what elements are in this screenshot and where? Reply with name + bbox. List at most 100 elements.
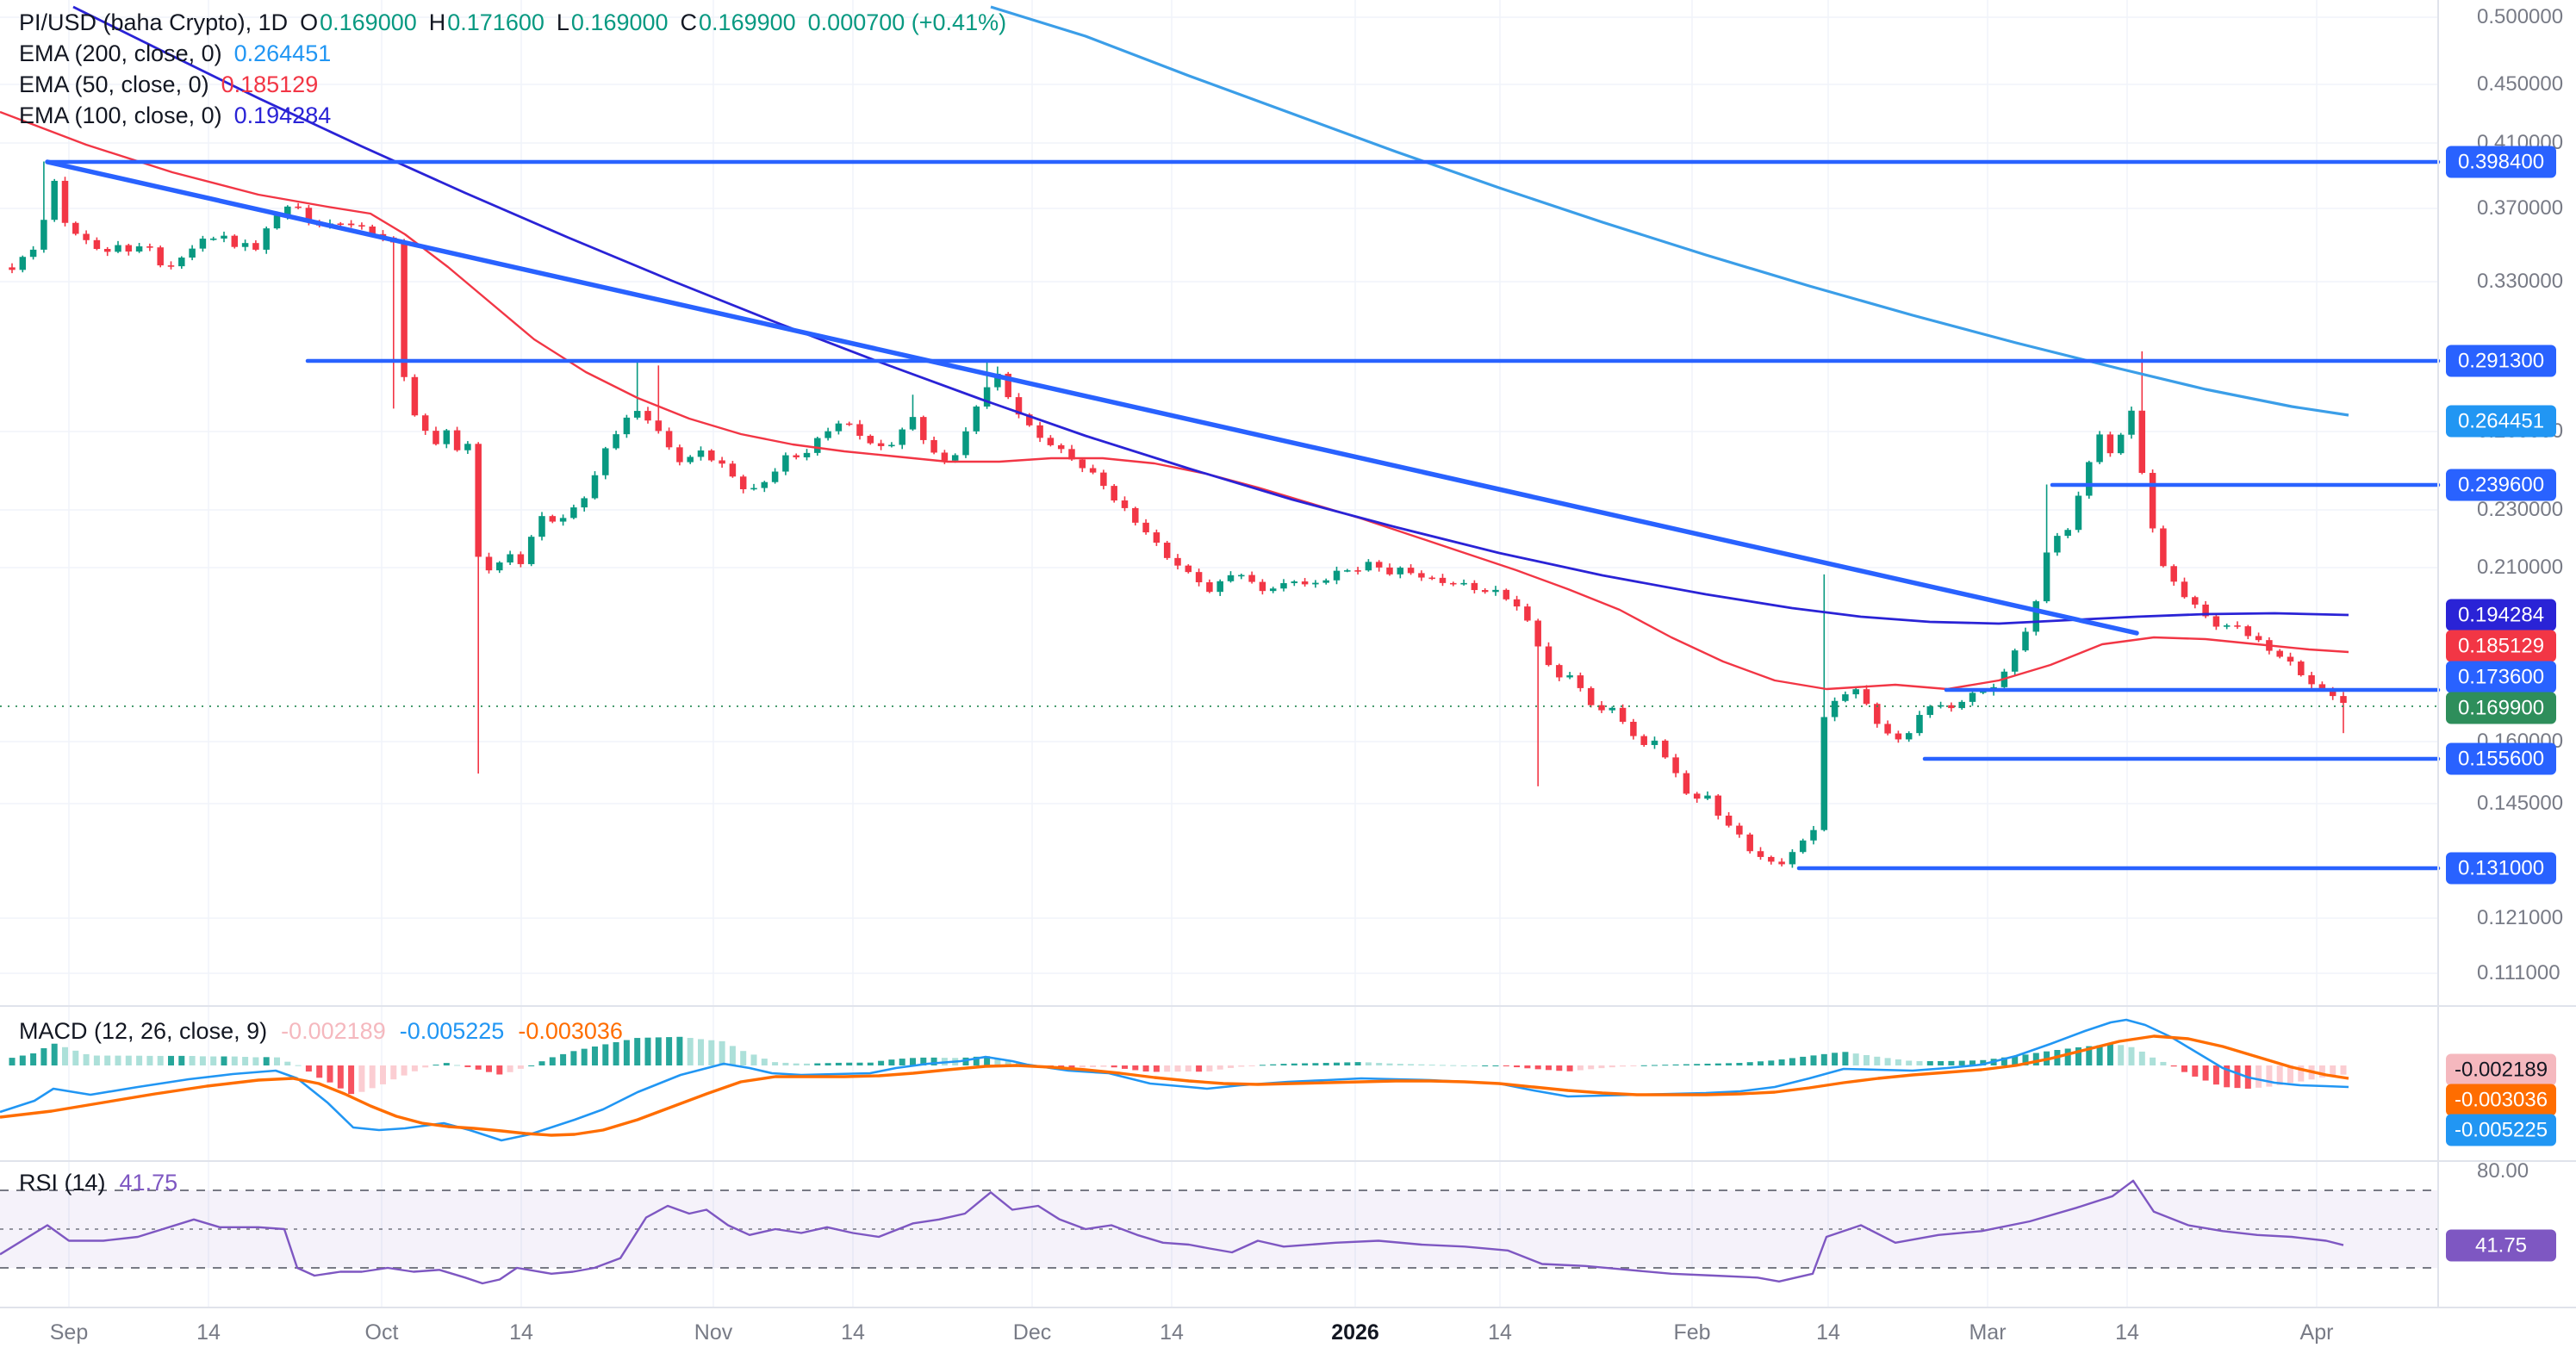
candle-body — [1598, 705, 1605, 711]
candle-body — [1980, 691, 1987, 693]
candle-body — [1672, 757, 1679, 773]
candle-body — [1132, 507, 1139, 523]
time-tick: Sep — [49, 1320, 89, 1345]
time-tick: Oct — [364, 1320, 399, 1345]
macd-histogram-bar — [1640, 1065, 1647, 1066]
macd-histogram-bar — [1906, 1060, 1913, 1065]
candle-body — [930, 439, 937, 453]
macd-histogram-bar — [2075, 1047, 2081, 1065]
price-axis-label: 0.111000 — [2477, 961, 2560, 984]
candle-body — [1948, 705, 1955, 709]
macd-histogram-bar — [570, 1051, 577, 1065]
macd-histogram-bar — [422, 1065, 429, 1068]
ema200-label: EMA (200, close, 0) — [19, 40, 222, 66]
candle-body — [2298, 661, 2305, 675]
macd-histogram-bar — [1608, 1065, 1615, 1068]
ema100-label: EMA (100, close, 0) — [19, 102, 222, 128]
price-axis-label: 0.230000 — [2477, 498, 2564, 521]
macd-histogram-bar — [221, 1056, 227, 1065]
candle-body — [1556, 665, 1563, 678]
macd-legend-row[interactable]: MACD (12, 26, close, 9) -0.002189 -0.005… — [19, 1018, 623, 1045]
macd-histogram-bar — [2118, 1045, 2125, 1065]
macd-histogram-bar — [1122, 1065, 1128, 1069]
candle-body — [1905, 733, 1913, 740]
macd-histogram-bar — [305, 1065, 312, 1072]
candle-body — [1206, 582, 1213, 593]
candle-body — [2117, 434, 2125, 454]
candle-body — [72, 222, 79, 234]
candle-body — [538, 516, 545, 537]
candle-body — [1450, 582, 1457, 585]
macd-histogram-bar — [1800, 1056, 1807, 1065]
rsi-legend-row[interactable]: RSI (14) 41.75 — [19, 1170, 177, 1196]
candle-body — [1651, 740, 1658, 745]
candle-body — [1566, 675, 1573, 678]
time-tick: Nov — [694, 1320, 733, 1345]
macd-histogram-bar — [1100, 1065, 1107, 1067]
candle-body — [994, 373, 1001, 388]
macd-histogram-bar — [655, 1037, 662, 1065]
macd-histogram-bar — [2266, 1065, 2273, 1087]
candle-body — [1757, 851, 1764, 857]
ema50-legend-row[interactable]: EMA (50, close, 0) 0.185129 — [19, 69, 1006, 100]
high-key: H — [428, 9, 446, 35]
macd-histogram-bar — [242, 1057, 249, 1065]
macd-histogram-bar — [1864, 1054, 1870, 1065]
candle-body — [761, 481, 768, 488]
time-tick: Feb — [1673, 1320, 1711, 1345]
candle-body — [676, 447, 683, 463]
macd-histogram-bar — [856, 1062, 863, 1065]
macd-histogram-bar — [2212, 1065, 2219, 1085]
macd-histogram-bar — [1577, 1065, 1584, 1071]
candle-body — [443, 430, 451, 444]
candle-body — [2192, 597, 2199, 605]
candle-body — [2181, 581, 2188, 598]
macd-histogram-bar — [1503, 1065, 1509, 1066]
candle-body — [2308, 674, 2315, 685]
price-axis-label: 0.500000 — [2477, 5, 2564, 28]
candle-body — [1503, 589, 1510, 599]
symbol-legend-row[interactable]: PI/USD (baha Crypto), 1D O 0.169000 H 0.17… — [19, 7, 1006, 38]
candle-body — [1799, 840, 1807, 853]
macd-histogram-bar — [1832, 1053, 1839, 1065]
time-scale[interactable]: Sep 14 Oct 14 Nov 14 Dec 14 2026 14 Feb 14 Mar 14 Apr — [0, 1308, 2576, 1354]
macd-histogram-bar — [719, 1040, 725, 1065]
candle-body — [1259, 581, 1266, 592]
macd-histogram-bar — [1216, 1065, 1223, 1070]
candle-body — [1492, 589, 1499, 593]
price-scale[interactable]: 0.500000 0.450000 0.410000 0.370000 0.330000… — [2439, 0, 2576, 1307]
macd-histogram-bar — [210, 1056, 217, 1065]
candle-body — [1322, 580, 1329, 583]
trendline[interactable] — [45, 159, 2139, 636]
ema100-legend-row[interactable]: EMA (100, close, 0) 0.194284 — [19, 100, 1006, 131]
ema200-legend-row[interactable]: EMA (200, close, 0) 0.264451 — [19, 38, 1006, 69]
macd-histogram-bar — [1969, 1060, 1976, 1065]
macd-histogram-bar — [1132, 1065, 1139, 1071]
candle-body — [1026, 414, 1033, 425]
candle-body — [867, 435, 874, 444]
macd-histogram-bar — [496, 1065, 503, 1075]
candle-body — [295, 206, 302, 208]
macd-label: MACD (12, 26, close, 9) — [19, 1018, 268, 1044]
macd-histogram-bar — [1185, 1065, 1192, 1072]
candle-body — [1460, 582, 1467, 585]
macd-histogram-bar — [284, 1061, 291, 1065]
macd-histogram-bar — [19, 1055, 26, 1065]
macd-histogram-bar — [2256, 1065, 2262, 1088]
drawings[interactable] — [45, 159, 2441, 871]
candle-body — [655, 420, 663, 432]
candle-body — [623, 417, 631, 435]
macd-histogram-bar — [517, 1065, 524, 1069]
time-tick: 14 — [1816, 1320, 1840, 1345]
macd-histogram-bar — [327, 1065, 333, 1083]
macd-histogram-bar — [189, 1055, 196, 1065]
candle-body — [1291, 581, 1298, 584]
macd-histogram-bar — [1291, 1063, 1297, 1065]
macd-histogram-bar — [2340, 1065, 2347, 1075]
candle-body — [2223, 625, 2231, 627]
candle-body — [2244, 626, 2252, 637]
candle-body — [2212, 616, 2220, 627]
macd-histogram-bar — [2128, 1047, 2135, 1065]
candle-body — [856, 424, 863, 436]
